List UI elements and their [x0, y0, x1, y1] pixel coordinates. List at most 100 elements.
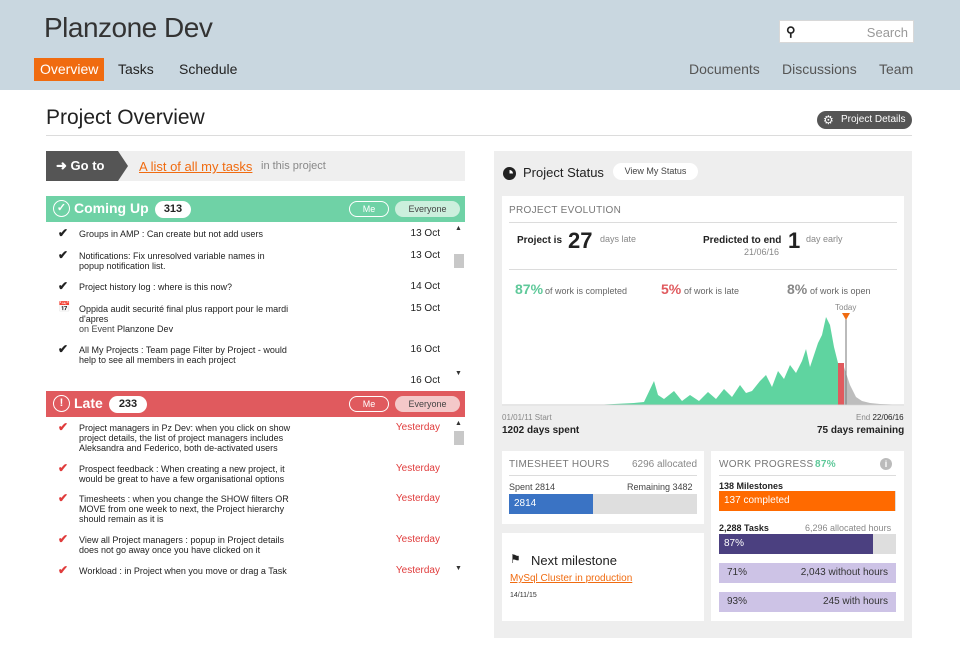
goto-bar: ➜ Go to A list of all my tasks in this p… — [46, 151, 465, 181]
timesheet-bar: 2814 — [509, 494, 697, 514]
milestone-link[interactable]: MySql Cluster in production — [510, 573, 633, 584]
late-area — [838, 363, 844, 405]
task-title-line: project details, the list of project man… — [79, 433, 284, 443]
nav-team[interactable]: Team — [879, 61, 914, 77]
task-date: 16 Oct — [410, 375, 440, 384]
task-date: Yesterday — [395, 534, 440, 545]
task-title[interactable]: Groups in AMP : Can create but not add u… — [79, 229, 314, 239]
late-scrollbar[interactable]: ▲ ▼ — [453, 420, 465, 575]
gear-icon: ⚙ — [823, 113, 834, 127]
scroll-up-icon[interactable]: ▲ — [455, 225, 462, 232]
work-progress-caption: WORK PROGRESS — [719, 459, 814, 470]
timesheet-allocated: 6296 allocated — [632, 459, 698, 470]
check-icon: ✔ — [58, 279, 69, 293]
days-early-label: day early — [806, 234, 843, 244]
scroll-thumb[interactable] — [454, 431, 464, 445]
timesheet-bar-fill: 2814 — [509, 494, 594, 514]
without-hours-bar: 71% 2,043 without hours — [719, 563, 896, 583]
task-title-line: Project managers in Pz Dev: when you cli… — [79, 423, 291, 433]
status-icon — [503, 167, 516, 180]
scroll-down-icon[interactable]: ▼ — [455, 370, 462, 377]
task-title[interactable]: Notifications: Fix unresolved variable n… — [79, 251, 314, 271]
tasks-hours: 6,296 allocated hours — [805, 523, 892, 533]
header: Planzone Dev ⚲ Overview Tasks Schedule D… — [0, 0, 960, 90]
view-my-status-button[interactable]: View My Status — [613, 163, 698, 180]
my-tasks-link[interactable]: A list of all my tasks — [139, 159, 253, 174]
without-hours-text: 2,043 without hours — [800, 567, 888, 578]
task-title[interactable]: Workload : in Project when you move or d… — [79, 566, 314, 576]
predicted-date: 21/06/16 — [744, 247, 780, 257]
task-title-line: Notifications: Fix unresolved variable n… — [79, 251, 265, 261]
days-remaining: 75 days remaining — [817, 425, 905, 436]
goto-label: Go to — [70, 158, 105, 173]
task-date: Yesterday — [395, 463, 440, 474]
check-icon: ✔ — [58, 342, 69, 356]
nav-documents[interactable]: Documents — [689, 61, 760, 77]
task-date: 16 Oct — [410, 344, 440, 355]
task-title[interactable]: View all Project managers : popup in Pro… — [79, 535, 314, 555]
filter-me-button[interactable]: Me — [349, 201, 389, 217]
scroll-down-icon[interactable]: ▼ — [455, 565, 462, 572]
tab-schedule[interactable]: Schedule — [179, 61, 238, 77]
tab-tasks[interactable]: Tasks — [118, 61, 154, 77]
scroll-up-icon[interactable]: ▲ — [455, 420, 462, 427]
task-title[interactable]: Project history log : where is this now? — [79, 282, 314, 292]
task-title[interactable]: Prospect feedback : When creating a new … — [79, 464, 314, 484]
task-title[interactable]: All My Projects : Team page Filter by Pr… — [79, 345, 314, 365]
goto-button[interactable]: ➜ Go to — [46, 151, 128, 181]
task-title-line: View all Project managers : popup in Pro… — [79, 535, 284, 545]
open-area — [844, 367, 904, 405]
task-title-line: does not go away once you have clicked o… — [79, 545, 261, 555]
divider — [509, 269, 897, 270]
info-icon[interactable]: i — [880, 458, 892, 470]
remaining-label: Remaining 3482 — [627, 482, 693, 492]
milestone-title: Next milestone — [531, 553, 617, 568]
tasks-bar: 87% — [719, 534, 896, 554]
task-title[interactable]: Project managers in Pz Dev: when you cli… — [79, 423, 314, 453]
work-progress-card: WORK PROGRESS 87% i 138 Milestones 137 c… — [711, 451, 904, 621]
app-title: Planzone Dev — [44, 12, 213, 43]
task-title-line: Aleksandra and Federico, both de-activat… — [79, 443, 278, 453]
calendar-icon: 📅 — [58, 302, 71, 313]
start-date-row: 01/01/11 Start — [502, 413, 552, 422]
tab-overview[interactable]: Overview — [34, 58, 105, 81]
task-title-line: Groups in AMP : Can create but not add u… — [79, 229, 263, 239]
nav-discussions[interactable]: Discussions — [782, 61, 857, 77]
coming-up-scrollbar[interactable]: ▲ ▼ — [453, 225, 465, 380]
divider — [509, 475, 697, 476]
task-title-line: Prospect feedback : When creating a new … — [79, 464, 285, 474]
project-details-button[interactable]: ⚙ Project Details — [817, 111, 912, 129]
check-circle-icon: ✓ — [53, 200, 70, 217]
filter-everyone-button[interactable]: Everyone — [395, 396, 460, 412]
scroll-thumb[interactable] — [454, 254, 464, 268]
today-label: Today — [835, 303, 857, 312]
search-input[interactable] — [802, 23, 908, 41]
filter-me-button[interactable]: Me — [349, 396, 389, 412]
with-hours-pct: 93% — [727, 596, 748, 607]
search-box[interactable]: ⚲ — [779, 20, 914, 43]
task-date: 13 Oct — [410, 250, 440, 261]
late-count: 233 — [109, 396, 147, 413]
task-title-line: would be great to have a few organisatio… — [79, 474, 285, 484]
task-event-name: Planzone Dev — [117, 324, 174, 334]
coming-up-list: ✔ Groups in AMP : Can create but not add … — [46, 225, 451, 383]
coming-up-header: ✓ Coming Up 313 Me Everyone — [46, 196, 465, 222]
filter-everyone-button[interactable]: Everyone — [395, 201, 460, 217]
check-icon: ✔ — [58, 461, 69, 475]
check-icon: ✔ — [58, 226, 69, 240]
check-icon: ✔ — [58, 532, 69, 546]
task-title-line: MOVE from one week to next, the Project … — [79, 504, 285, 514]
task-title-line: Oppida audit securité final plus rapport… — [79, 304, 289, 314]
milestones-bar: 137 completed — [719, 491, 896, 511]
task-event: on Event Planzone Dev — [79, 324, 314, 334]
with-hours-bar: 93% 245 with hours — [719, 592, 896, 612]
divider — [719, 475, 896, 476]
task-date: 15 Oct — [410, 303, 440, 314]
task-event-prefix: on Event — [79, 324, 118, 334]
start-label: Start — [534, 413, 552, 422]
search-icon[interactable]: ⚲ — [786, 24, 796, 39]
milestone-card: ⚑ Next milestone MySql Cluster in produc… — [502, 533, 704, 621]
task-title[interactable]: Oppida audit securité final plus rapport… — [79, 304, 314, 334]
task-title[interactable]: Timesheets : when you change the SHOW fi… — [79, 494, 314, 524]
start-date: 01/01/11 — [502, 413, 533, 422]
